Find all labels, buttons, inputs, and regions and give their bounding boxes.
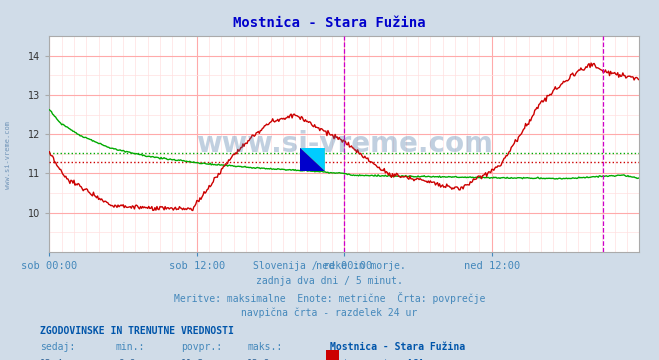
Text: sedaj:: sedaj:	[40, 342, 74, 352]
Text: maks.:: maks.:	[247, 342, 282, 352]
Text: 13,9: 13,9	[247, 359, 271, 360]
Text: zadnja dva dni / 5 minut.: zadnja dva dni / 5 minut.	[256, 276, 403, 287]
Text: Meritve: maksimalne  Enote: metrične  Črta: povprečje: Meritve: maksimalne Enote: metrične Črta…	[174, 292, 485, 304]
Text: povpr.:: povpr.:	[181, 342, 222, 352]
Text: www.si-vreme.com: www.si-vreme.com	[196, 130, 493, 158]
Polygon shape	[300, 148, 325, 171]
Text: Mostnica - Stara Fužina: Mostnica - Stara Fužina	[330, 342, 465, 352]
Text: 9,9: 9,9	[119, 359, 136, 360]
Text: ZGODOVINSKE IN TRENUTNE VREDNOSTI: ZGODOVINSKE IN TRENUTNE VREDNOSTI	[40, 326, 233, 336]
Polygon shape	[300, 148, 325, 171]
Text: min.:: min.:	[115, 342, 145, 352]
Text: 11,3: 11,3	[181, 359, 205, 360]
Text: 13,4: 13,4	[40, 359, 63, 360]
Text: www.si-vreme.com: www.si-vreme.com	[5, 121, 11, 189]
Text: navpična črta - razdelek 24 ur: navpična črta - razdelek 24 ur	[241, 307, 418, 318]
Text: temperatura[C]: temperatura[C]	[343, 359, 425, 360]
Text: Slovenija / reke in morje.: Slovenija / reke in morje.	[253, 261, 406, 271]
Text: Mostnica - Stara Fužina: Mostnica - Stara Fužina	[233, 16, 426, 30]
